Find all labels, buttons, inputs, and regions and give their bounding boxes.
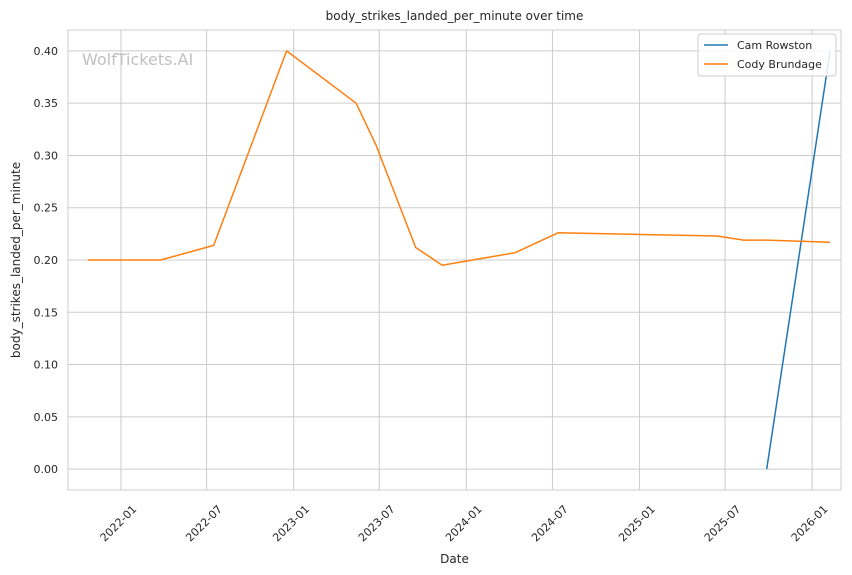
legend-box: [697, 33, 837, 77]
y-tick-label: 0.30: [34, 149, 59, 162]
legend: Cam Rowston Cody Brundage: [697, 33, 837, 77]
legend-label-cody-brundage: Cody Brundage: [737, 58, 822, 71]
y-tick-label: 0.05: [34, 411, 59, 424]
grid: [68, 30, 841, 490]
y-tick-label: 0.35: [34, 97, 59, 110]
y-tick-label: 0.20: [34, 254, 59, 267]
y-tick-labels: 0.00 0.05 0.10 0.15 0.20 0.25 0.30 0.35 0.40: [34, 45, 59, 476]
x-axis-label: Date: [440, 552, 469, 566]
y-tick-label: 0.00: [34, 463, 59, 476]
series-line-cam-rowston: [765, 50, 831, 470]
y-tick-label: 0.40: [34, 45, 59, 58]
watermark-text: WolfTickets.AI: [82, 50, 193, 69]
plot-frame: [67, 29, 842, 491]
chart-title: body_strikes_landed_per_minute over time: [326, 9, 584, 23]
y-axis-label: body_strikes_landed_per_minute: [9, 162, 23, 358]
y-tick-label: 0.25: [34, 202, 59, 215]
y-tick-label: 0.15: [34, 306, 59, 319]
series-line-cody-brundage: [87, 50, 831, 266]
y-tick-label: 0.10: [34, 359, 59, 372]
legend-label-cam-rowston: Cam Rowston: [737, 39, 812, 52]
series-lines: [87, 50, 831, 470]
